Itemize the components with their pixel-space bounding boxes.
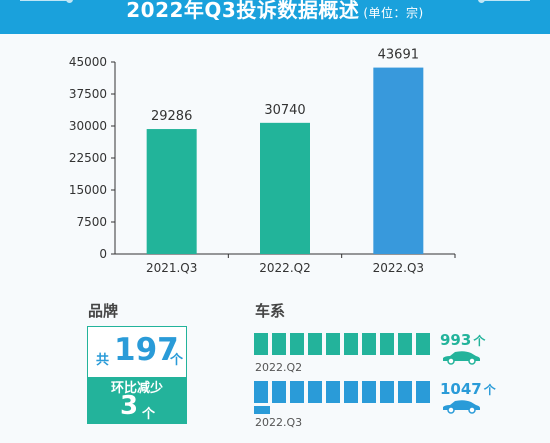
- series-row-q2-value: 993 个: [440, 331, 485, 349]
- car-icon: [443, 351, 480, 365]
- brand-change-value: 3: [120, 391, 139, 421]
- decoration-dot: [66, 0, 73, 3]
- x-tick-label: 2022.Q3: [373, 261, 424, 274]
- brand-change-panel: 环比减少 3 个: [88, 377, 186, 423]
- series-count-unit: 个: [473, 334, 486, 348]
- header-banner: 2022年Q3投诉数据概述 (单位：宗): [0, 0, 550, 34]
- bar-segment: [308, 333, 322, 355]
- bar: [260, 122, 310, 254]
- bar-segment: [344, 381, 358, 403]
- y-tick-label: 15000: [69, 183, 107, 197]
- brand-section-title: 品牌: [88, 302, 119, 320]
- y-tick-label: 22500: [69, 151, 107, 165]
- title-text: 2022年Q3投诉数据概述: [126, 0, 360, 22]
- bar: [146, 129, 197, 254]
- bar-segment: [254, 381, 268, 403]
- bar-segment: [398, 333, 412, 355]
- y-tick-label: 45000: [69, 55, 107, 69]
- page-title: 2022年Q3投诉数据概述 (单位：宗): [0, 0, 550, 23]
- decoration-dot: [478, 0, 485, 3]
- bar-segment: [308, 381, 322, 403]
- brand-summary-card: 共 197 个 环比减少 3 个: [87, 326, 187, 424]
- bar-segment: [380, 381, 394, 403]
- y-tick-label: 30000: [69, 119, 107, 133]
- bar-segment: [272, 381, 286, 403]
- y-tick-label: 7500: [76, 215, 107, 229]
- series-count-unit: 个: [483, 383, 496, 397]
- bar-overflow-segment: [254, 406, 270, 414]
- data-label: 29286: [151, 109, 192, 124]
- bar-segment: [254, 333, 268, 355]
- unit-label: (单位：宗): [363, 6, 424, 20]
- bar-segment: [326, 333, 340, 355]
- brand-total-prefix: 共: [96, 353, 110, 368]
- bar-chart: 0 7500 15000 22500 30000 37500 45000 29286 2021.…: [69, 48, 456, 274]
- bar-segment: [272, 333, 286, 355]
- bar-segment: [290, 333, 304, 355]
- bar-segment: [380, 333, 394, 355]
- bar-segment: [326, 381, 340, 403]
- series-section-title: 车系: [255, 302, 286, 320]
- series-row-q2-label: 2022.Q2: [255, 361, 303, 374]
- decoration-line: [20, 0, 68, 1]
- bar-segment: [362, 333, 376, 355]
- bar-segment: [362, 381, 376, 403]
- x-tick-label: 2022.Q2: [259, 261, 310, 274]
- brand-total: 共 197 个: [88, 331, 188, 371]
- brand-change-label: 环比减少: [110, 381, 163, 396]
- data-label: 30740: [264, 103, 305, 118]
- bar-segment: [416, 381, 430, 403]
- bar: [373, 67, 424, 254]
- brand-change-unit: 个: [142, 407, 156, 422]
- y-tick-label: 37500: [69, 87, 107, 101]
- car-icon: [443, 400, 480, 414]
- y-tick-label: 0: [99, 247, 107, 261]
- series-row-q3-value: 1047 个: [440, 380, 496, 398]
- series-row-q3-label: 2022.Q3: [255, 416, 303, 429]
- bar-segment: [290, 381, 304, 403]
- series-count: 993: [440, 331, 472, 349]
- bar-segment: [416, 333, 430, 355]
- brand-total-value: 197: [114, 332, 179, 368]
- x-tick-label: 2021.Q3: [146, 261, 197, 274]
- bar-segment: [398, 381, 412, 403]
- bar-segment: [344, 333, 358, 355]
- brand-total-unit: 个: [170, 353, 184, 368]
- data-label: 43691: [378, 48, 419, 63]
- decoration-line: [482, 0, 530, 1]
- series-count: 1047: [440, 380, 482, 398]
